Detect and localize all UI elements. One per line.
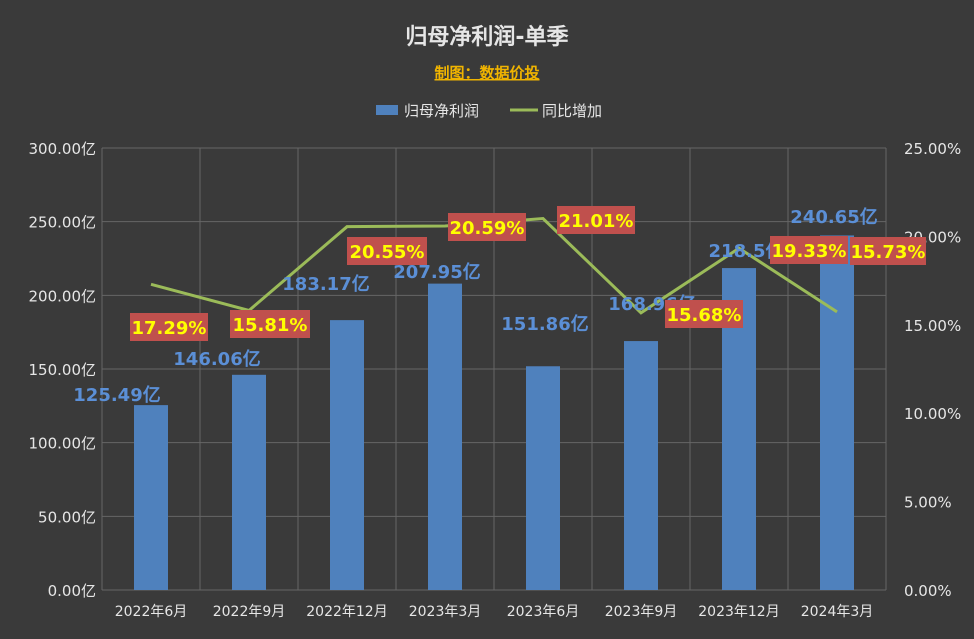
bar-value-label: 240.65亿 [790,206,877,228]
bar [232,374,266,590]
y-right-tick-label: 5.00% [904,494,952,512]
bar-value-label: 146.06亿 [173,348,260,370]
y-left-tick-label: 300.00亿 [29,140,97,158]
y-left-tick-label: 0.00亿 [48,582,96,600]
legend-bar-label: 归母净利润 [404,102,479,120]
pct-label-box [130,313,208,341]
bar-value-label: 183.17亿 [282,273,369,295]
x-tick-label: 2023年12月 [698,604,779,620]
y-left-tick-label: 200.00亿 [29,287,97,305]
x-axis-ticks: 2022年6月 2022年9月 2022年12月 2023年3月 2023年6月 2023… [115,604,874,620]
pct-label-text: 15.81% [233,315,308,336]
pct-label-box [557,206,635,234]
pct-label-box [448,213,526,241]
legend-line-label: 同比增加 [542,102,602,120]
pct-label-text: 20.59% [450,218,525,239]
bar [526,366,560,590]
bar-series [134,235,854,591]
y-left-tick-label: 150.00亿 [29,361,97,379]
bar-value-labels: 125.49亿146.06亿183.17亿207.95亿151.86亿168.9… [73,206,877,406]
chart-legend: 归母净利润 同比增加 [376,102,602,120]
bar [134,405,168,590]
pct-label-box [770,236,848,264]
pct-label-text: 20.55% [350,242,425,263]
x-tick-label: 2022年12月 [306,604,387,620]
pct-label-box [665,300,743,328]
left-axis-ticks: 0.00亿 50.00亿 100.00亿 150.00亿 200.00亿 250.00亿 3… [29,140,97,600]
bar [820,235,854,591]
right-axis-ticks: 0.00%5.00%10.00%15.00%20.00%25.00% [904,140,961,600]
bar-value-label: 125.49亿 [73,384,160,406]
pct-label: 15.68% [665,300,743,328]
pct-label: 20.59% [448,213,526,241]
pct-label-text: 19.33% [772,241,847,262]
y-right-tick-label: 0.00% [904,582,952,600]
pct-label: 21.01% [557,206,635,234]
pct-label: 15.73% [850,237,926,265]
bar [330,320,364,590]
x-tick-label: 2023年6月 [507,604,580,620]
x-tick-label: 2023年9月 [605,604,678,620]
bar-value-label: 218.5亿 [709,240,784,262]
bar-value-label: 207.95亿 [393,261,480,283]
percent-labels: 17.29% 15.81% 20.55% 20.59% 21.01% 15.68% 19.3… [130,206,926,341]
pct-label: 15.81% [230,310,310,338]
chart-title: 归母净利润-单季 [405,24,568,50]
chart-subtitle: 制图：数据价投 [434,64,539,82]
x-tick-label: 2024年3月 [801,604,874,620]
y-right-tick-label: 25.00% [904,140,961,158]
pct-label: 20.55% [347,237,427,265]
y-right-tick-label: 10.00% [904,405,961,423]
pct-label-text: 21.01% [559,211,634,232]
pct-label: 17.29% [130,313,208,341]
pct-label-text: 17.29% [132,318,207,339]
y-left-tick-label: 50.00亿 [38,508,96,526]
y-right-tick-label: 15.00% [904,317,961,335]
y-left-tick-label: 100.00亿 [29,435,97,453]
x-tick-label: 2022年6月 [115,604,188,620]
pct-label-box [347,237,427,265]
x-tick-label: 2023年3月 [409,604,482,620]
x-tick-label: 2022年9月 [213,604,286,620]
bar [428,283,462,590]
pct-label-text: 15.73% [851,242,926,263]
pct-label-text: 15.68% [667,305,742,326]
pct-label-box [230,310,310,338]
y-left-tick-label: 250.00亿 [29,214,97,232]
pct-label-box [850,237,926,265]
pct-label: 19.33% [770,236,848,264]
bar [624,341,658,590]
legend-bar-swatch [376,105,398,115]
bar-value-label: 151.86亿 [501,313,588,335]
gridlines [101,147,887,591]
